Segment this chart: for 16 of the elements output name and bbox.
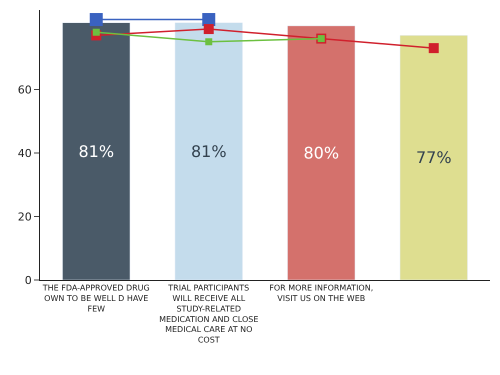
- y-tick-label: 20: [18, 210, 32, 224]
- y-tick-label: 0: [24, 274, 32, 287]
- point: [204, 24, 214, 34]
- y-tick-label: 40: [18, 146, 32, 160]
- point: [428, 43, 439, 54]
- x-tick-label: THE FDA-APPROVED DRUG OWN TO BE WELL D HAVE FEW: [42, 284, 150, 314]
- data-label: 80%: [303, 143, 340, 162]
- point: [205, 38, 212, 46]
- y-tick-label: 60: [18, 83, 32, 96]
- x-tick-label: FOR MORE INFORMATION, VISIT US ON THE WEB: [269, 284, 374, 303]
- point: [90, 13, 103, 26]
- data-label: 81%: [190, 142, 227, 161]
- data-label: 81%: [78, 142, 114, 161]
- x-tick-label: TRIAL PARTICIPANTS WILL RECEIVE ALL STUDY-RELATED MEDICATION AND CLOSE MEDICAL CARE AT NO COST: [159, 284, 258, 345]
- point: [92, 28, 100, 36]
- data-label: 77%: [416, 148, 452, 168]
